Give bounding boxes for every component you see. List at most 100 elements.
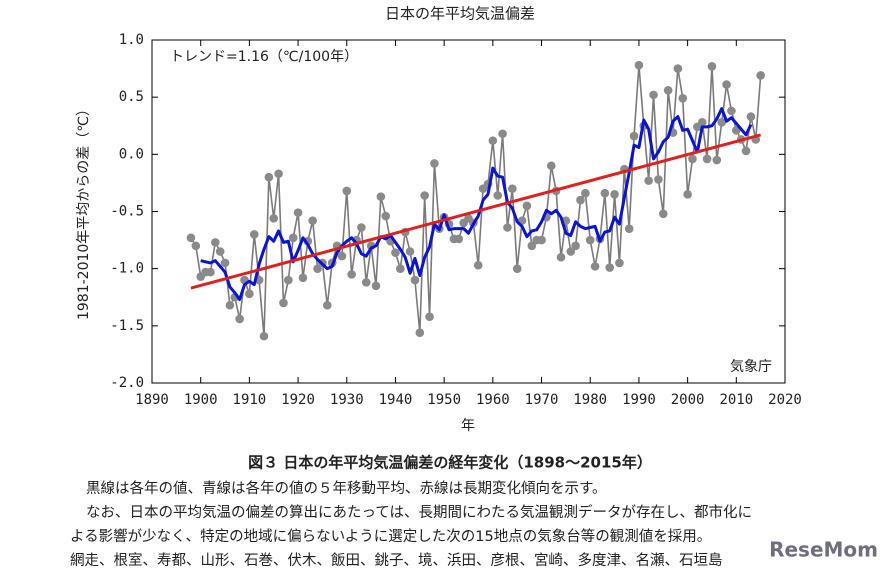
y-tick-label: -1.0 <box>110 261 144 277</box>
x-tick-label: 2020 <box>768 392 802 408</box>
source: 気象庁 <box>730 359 772 375</box>
data-point <box>415 328 425 337</box>
x-tick-label: 1920 <box>281 392 315 408</box>
data-point <box>245 289 254 299</box>
data-point <box>571 241 580 251</box>
data-point <box>493 191 503 200</box>
note: 網走、根室、寿都、山形、石巻、伏木、飯田、銚子、境、浜田、彦根、宮崎、多度津、名… <box>70 551 723 569</box>
data-point <box>717 118 726 127</box>
y-tick-label: 0.0 <box>119 146 144 162</box>
data-point <box>634 60 644 70</box>
data-point <box>546 161 556 171</box>
data-point <box>673 64 683 73</box>
data-point <box>430 159 439 168</box>
data-point <box>269 214 279 223</box>
data-point <box>727 106 736 116</box>
data-point <box>405 247 415 256</box>
data-point <box>396 264 405 273</box>
data-point <box>206 267 215 277</box>
watermark: ReseMom <box>769 538 878 562</box>
data-point <box>391 248 400 257</box>
data-point <box>488 136 498 145</box>
data-point <box>215 247 225 256</box>
data-point <box>410 275 420 285</box>
trend-annotation: トレンド=1.16（℃/100年） <box>170 49 358 65</box>
x-tick-label: 2010 <box>719 392 753 408</box>
data-point <box>322 300 332 310</box>
x-tick-label: 1960 <box>476 392 510 408</box>
data-point <box>644 176 653 185</box>
data-point <box>357 223 366 232</box>
data-point <box>712 155 722 165</box>
data-point <box>371 281 381 291</box>
data-point <box>284 275 293 285</box>
data-point <box>274 169 283 179</box>
x-tick-label: 2000 <box>671 392 705 408</box>
data-point <box>741 146 751 156</box>
data-point <box>191 241 201 251</box>
data-point <box>425 312 434 321</box>
data-point <box>264 172 274 182</box>
data-point <box>186 233 196 243</box>
data-point <box>313 264 322 273</box>
data-point <box>576 195 585 205</box>
data-point <box>566 247 576 256</box>
data-point <box>522 201 532 211</box>
data-point <box>610 190 619 199</box>
data-point <box>678 94 688 103</box>
data-point <box>420 191 429 200</box>
x-tick-label: 1980 <box>573 392 607 408</box>
data-point <box>288 233 298 243</box>
data-point <box>473 260 483 270</box>
data-point <box>683 190 692 199</box>
data-point <box>649 90 658 100</box>
series-line <box>190 133 762 290</box>
x-tick-label: 1970 <box>525 392 559 408</box>
data-point <box>624 224 634 233</box>
series-line <box>200 107 753 302</box>
data-point <box>702 154 712 164</box>
x-tick-label: 1940 <box>379 392 413 408</box>
data-point <box>600 188 610 198</box>
note: なお、日本の平均気温の偏差の算出にあたっては、長期間にわたる気温観測データが存在… <box>86 503 752 521</box>
data-point <box>337 251 347 261</box>
data-point <box>225 300 235 310</box>
data-point <box>654 175 663 184</box>
data-point <box>211 238 220 247</box>
y-tick-label: -1.5 <box>110 318 144 334</box>
chart-title: 日本の年平均気温偏差 <box>385 5 535 23</box>
data-point <box>498 129 507 139</box>
data-point <box>585 235 595 245</box>
data-point <box>658 209 668 219</box>
x-tick-label: 1890 <box>135 392 169 408</box>
data-point <box>308 216 317 225</box>
x-tick-label: 1910 <box>233 392 267 408</box>
data-point <box>605 263 615 272</box>
data-point <box>615 258 624 268</box>
x-axis-label: 年 <box>461 418 475 434</box>
x-tick-label: 1900 <box>184 392 218 408</box>
plot-frame <box>151 39 786 384</box>
data-point <box>688 154 697 164</box>
note: 黒線は各年の値、青線は各年の値の５年移動平均、赤線は長期変化傾向を示す。 <box>86 480 607 497</box>
y-tick-label: 0.5 <box>119 89 144 105</box>
data-point <box>259 331 269 341</box>
data-point <box>298 273 308 283</box>
data-point <box>454 234 464 244</box>
data-point <box>220 258 230 268</box>
y-tick-label: -2.0 <box>110 375 144 391</box>
data-point <box>503 223 512 232</box>
data-point <box>512 264 522 273</box>
data-point <box>722 80 731 89</box>
data-point <box>527 241 537 251</box>
data-point <box>381 211 391 221</box>
data-point <box>629 131 639 141</box>
data-point <box>663 86 673 95</box>
data-point <box>293 208 303 217</box>
data-point <box>347 270 356 279</box>
series-line <box>190 64 762 337</box>
data-point <box>508 184 517 193</box>
data-point <box>746 112 756 121</box>
x-tick-label: 1930 <box>330 392 364 408</box>
